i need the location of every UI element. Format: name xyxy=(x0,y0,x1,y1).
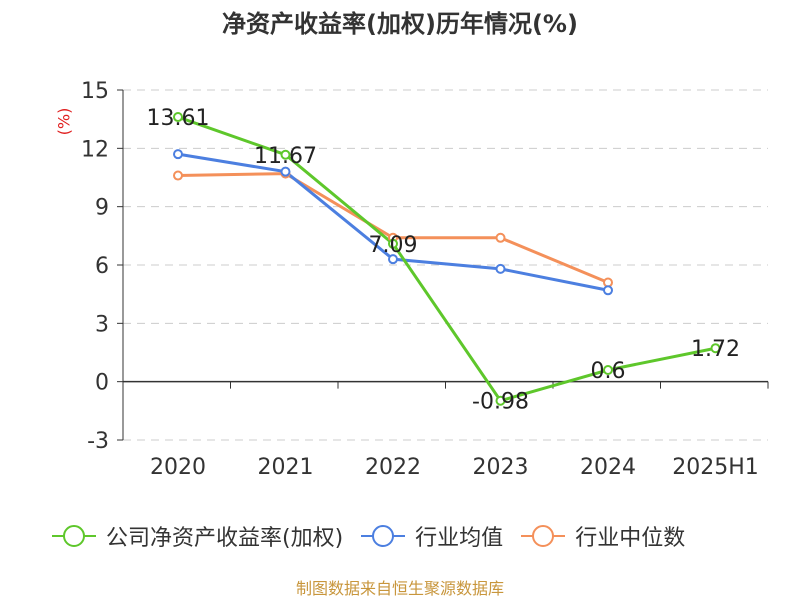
data-point xyxy=(388,238,398,249)
x-tick-label: 2024 xyxy=(580,455,636,480)
y-tick-label: 6 xyxy=(95,254,109,279)
legend-item[interactable]: 行业均值 xyxy=(359,520,503,552)
data-point xyxy=(173,112,183,123)
data-point xyxy=(173,149,183,160)
data-point xyxy=(280,166,291,177)
data-label: 0.6 xyxy=(591,359,626,384)
legend-marker xyxy=(52,525,96,547)
data-labels: 13.61 11.67 7.09 -0.98 0.6 1.72 xyxy=(147,106,740,415)
y-tick-label: 9 xyxy=(95,196,109,221)
data-point xyxy=(495,263,506,274)
data-point xyxy=(173,170,183,181)
data-label: 11.67 xyxy=(254,144,317,169)
data-point xyxy=(280,149,291,160)
data-point xyxy=(603,365,613,375)
legend-label: 行业均值 xyxy=(415,526,504,551)
legend-circle xyxy=(63,525,85,547)
x-tick-label: 2020 xyxy=(150,455,206,480)
y-tick-label: 0 xyxy=(95,371,109,396)
series-points xyxy=(173,112,721,406)
legend-marker xyxy=(361,525,406,547)
x-tick-label: 2023 xyxy=(473,455,529,480)
source-note: 制图数据来自恒生聚源数据库 xyxy=(295,579,504,598)
data-label: 1.72 xyxy=(691,337,740,362)
legend-circle xyxy=(372,525,395,547)
legend-marker xyxy=(521,525,566,547)
series-line xyxy=(177,115,716,403)
legend: 公司净资产收益率(加权) 行业均值 行业中位数 xyxy=(50,520,701,552)
data-point xyxy=(388,254,398,265)
axes: -3 0 3 6 9 12 15 2020 2021 2022 2023 2024 2025H1 xyxy=(81,79,769,480)
legend-item[interactable]: 公司净资产收益率(加权) xyxy=(50,520,343,552)
data-point xyxy=(603,285,613,296)
data-point xyxy=(710,343,721,354)
legend-label: 公司净资产收益率(加权) xyxy=(106,526,344,551)
x-tick-label: 2022 xyxy=(365,455,421,480)
data-label: -0.98 xyxy=(472,390,529,415)
x-tick-label: 2025H1 xyxy=(672,455,759,480)
legend-circle xyxy=(532,525,555,547)
y-tick-label: 3 xyxy=(95,312,109,337)
data-label: 7.09 xyxy=(369,233,418,258)
data-point xyxy=(495,395,506,406)
legend-label: 行业中位数 xyxy=(575,526,686,551)
series-line xyxy=(177,172,609,284)
legend-item[interactable]: 行业中位数 xyxy=(519,520,685,552)
data-point xyxy=(495,232,506,243)
y-tick-label: 15 xyxy=(81,79,109,104)
x-tick-label: 2021 xyxy=(258,455,314,480)
y-tick-label: -3 xyxy=(87,429,109,454)
chart-title: 净资产收益率(加权)历年情况(%) xyxy=(222,10,578,38)
y-tick-label: 12 xyxy=(81,137,109,162)
data-label: 13.61 xyxy=(147,106,210,131)
